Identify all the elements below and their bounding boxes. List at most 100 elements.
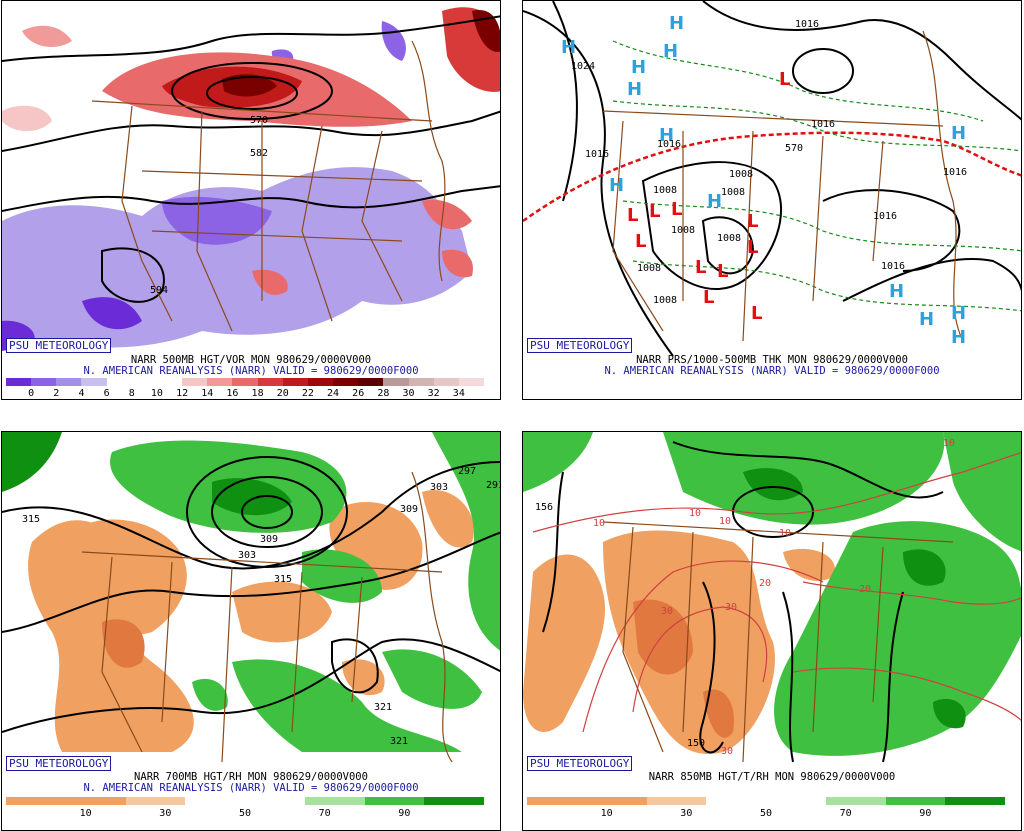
colorbar-tick-label: 70 [839, 808, 852, 819]
contour-label: 303 [238, 550, 256, 561]
t850-map: 156 10 10 10 10 20 20 30 30 30 150 10 [523, 432, 1021, 772]
isobar-label: 1016 [881, 261, 905, 272]
contour-label: 315 [274, 574, 292, 585]
colorbar-swatch [245, 797, 305, 805]
brand-label: PSU METEOROLOGY [6, 338, 112, 353]
brand-label: PSU METEOROLOGY [6, 756, 112, 771]
colorbar-labels: 10 30 50 70 90 [527, 808, 1005, 820]
svg-text:H: H [951, 123, 966, 144]
isobar-label: 1016 [585, 149, 609, 160]
colorbar-swatch [6, 797, 66, 805]
temp-label: 20 [759, 578, 771, 589]
colorbar-tick-label: 30 [680, 808, 693, 819]
isobar-label: 570 [785, 143, 803, 154]
colorbar-swatch [257, 378, 283, 386]
isobar-label: 1008 [721, 187, 745, 198]
colorbar-swatch [207, 378, 233, 386]
panel-caption-valid: N. AMERICAN REANALYSIS (NARR) VALID = 98… [604, 365, 940, 377]
svg-text:L: L [717, 261, 728, 282]
colorbar-tick-label: 32 [427, 388, 440, 399]
isobar-label: 1008 [653, 185, 677, 196]
colorbar-swatch [945, 797, 1005, 805]
colorbar-tick-label: 0 [28, 388, 35, 399]
panel-caption-title: NARR 700MB HGT/RH MON 980629/0000V000 [134, 771, 368, 783]
colorbar-tick-label: 30 [402, 388, 415, 399]
colorbar-tick-label: 14 [201, 388, 214, 399]
svg-text:H: H [659, 125, 674, 146]
panel-caption-valid: N. AMERICAN REANALYSIS (NARR) VALID = 98… [83, 365, 419, 377]
colorbar-tick-label: 50 [238, 808, 252, 819]
colorbar-tick-label: 18 [251, 388, 264, 399]
svg-text:H: H [669, 13, 684, 34]
colorbar-swatch [81, 378, 107, 386]
colorbar-swatch [586, 797, 647, 805]
svg-text:H: H [561, 37, 576, 58]
panel-700mb-rh: 315 303 315 309 303 297 291 321 321 309 … [1, 431, 501, 831]
temp-label: 30 [661, 606, 673, 617]
isobar-label: 1024 [571, 61, 595, 72]
colorbar-tick-label: 90 [398, 808, 411, 819]
colorbar [527, 797, 1005, 805]
colorbar-tick-label: 26 [352, 388, 365, 399]
colorbar-swatch [333, 378, 359, 386]
temp-label: 10 [593, 518, 605, 529]
colorbar-tick-label: 34 [452, 388, 465, 399]
colorbar-tick-label: 8 [128, 388, 135, 399]
colorbar-labels: 0 2 4 6 8 10 12 14 16 18 20 22 24 26 28 30 32 34 [6, 388, 484, 399]
colorbar-tick-label: 20 [276, 388, 289, 399]
colorbar-swatch [131, 378, 157, 386]
contour-label: 321 [390, 736, 408, 747]
colorbar-swatch [358, 378, 384, 386]
svg-text:H: H [951, 327, 966, 348]
isobar-label: 1008 [653, 295, 677, 306]
colorbar-tick-label: 12 [176, 388, 189, 399]
isobar-label: 1016 [657, 139, 681, 150]
brand-label: PSU METEOROLOGY [527, 756, 633, 771]
colorbar-tick-label: 10 [79, 808, 92, 819]
temp-label: 30 [721, 746, 733, 757]
svg-text:L: L [671, 199, 682, 220]
svg-text:L: L [695, 257, 706, 278]
contour-label: 321 [374, 702, 392, 713]
svg-text:L: L [751, 303, 762, 324]
colorbar-tick-label: 90 [919, 808, 932, 819]
svg-text:L: L [635, 231, 646, 252]
colorbar-tick-label: 10 [600, 808, 613, 819]
isobar-label: 1016 [873, 211, 897, 222]
colorbar-labels: 10 30 50 70 90 [6, 808, 484, 820]
colorbar-swatch [706, 797, 766, 805]
brand-label: PSU METEOROLOGY [527, 338, 633, 353]
colorbar-tick-label: 30 [159, 808, 172, 819]
colorbar-swatch [56, 378, 82, 386]
svg-text:L: L [779, 69, 790, 90]
pressure-map: H H H H H H H H H H H H H L L L L L L L … [523, 1, 1021, 356]
colorbar-tick-label: 22 [301, 388, 314, 399]
panel-caption-title: NARR PRS/1000-500MB THK MON 980629/0000V… [636, 354, 908, 366]
contour-label: 150 [687, 738, 705, 749]
colorbar-swatch [646, 797, 707, 805]
colorbar-swatch [185, 797, 245, 805]
isobar-label: 1016 [795, 19, 819, 30]
colorbar-swatch [364, 797, 425, 805]
contour-label: 291 [486, 480, 501, 491]
svg-text:H: H [609, 175, 624, 196]
colorbar-swatch [766, 797, 826, 805]
colorbar-swatch [383, 378, 409, 386]
svg-text:H: H [919, 309, 934, 330]
colorbar-swatch [527, 797, 587, 805]
svg-text:L: L [649, 201, 660, 222]
colorbar-tick-label: 50 [759, 808, 773, 819]
panel-caption-title: NARR 850MB HGT/T/RH MON 980629/0000V000 [648, 771, 896, 783]
colorbar-swatch [65, 797, 126, 805]
colorbar-swatch [825, 797, 886, 805]
svg-text:L: L [747, 237, 758, 258]
colorbar [6, 797, 484, 805]
colorbar-tick-label: 16 [226, 388, 239, 399]
isobar-label: 1008 [729, 169, 753, 180]
contour-label: 303 [430, 482, 448, 493]
temp-label: 10 [689, 508, 701, 519]
isobar-label: 1008 [671, 225, 695, 236]
panel-caption-valid: N. AMERICAN REANALYSIS (NARR) VALID = 98… [83, 782, 419, 794]
temp-label: 10 [943, 438, 955, 449]
rh700-map: 315 303 315 309 303 297 291 321 321 309 [2, 432, 501, 767]
